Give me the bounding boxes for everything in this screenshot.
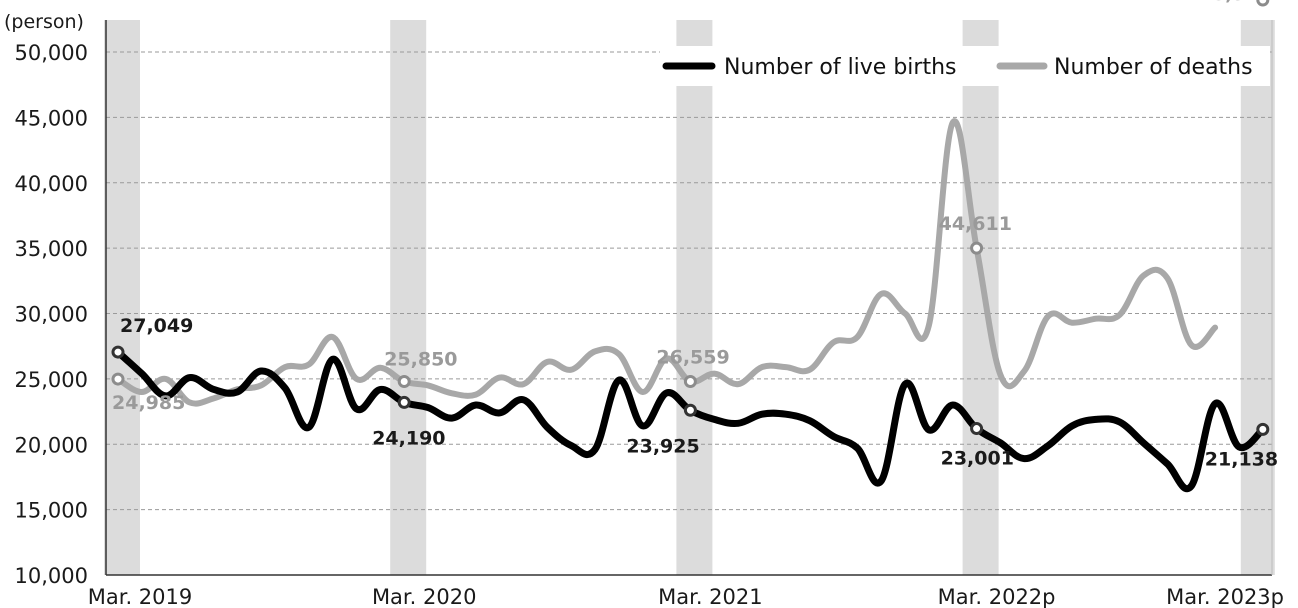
marker-deaths	[397, 374, 411, 388]
data-markers	[111, 0, 1270, 436]
legend-label-live-births: Number of live births	[724, 55, 957, 80]
y-tick-label: 35,000	[15, 237, 88, 261]
data-label-live-births: 24,190	[372, 427, 445, 449]
data-label-deaths: 25,850	[384, 348, 457, 370]
data-label-live-births: 23,001	[941, 448, 1014, 470]
marker-live-births	[1256, 422, 1270, 436]
x-tick-label: Mar. 2019	[88, 585, 193, 608]
y-tick-label: 20,000	[15, 433, 88, 457]
marker-deaths	[970, 241, 984, 255]
y-tick-label: 10,000	[15, 564, 88, 588]
x-tick-labels: Mar. 2019 Mar. 2020 Mar. 2021 Mar. 2022p Mar…	[88, 585, 1284, 608]
y-tick-label: 15,000	[15, 499, 88, 523]
data-label-deaths: 26,559	[656, 346, 729, 368]
marker-live-births	[970, 422, 984, 436]
data-label-deaths: 28,922	[1199, 0, 1272, 5]
x-tick-label: Mar. 2021	[658, 585, 763, 608]
y-tick-label: 45,000	[15, 106, 88, 130]
marker-live-births	[111, 345, 125, 359]
data-label-deaths: 24,985	[112, 392, 185, 414]
axes	[105, 20, 1273, 576]
marker-live-births	[683, 403, 697, 417]
legend-label-deaths: Number of deaths	[1054, 55, 1253, 80]
marker-deaths	[1256, 0, 1270, 7]
marker-deaths	[111, 372, 125, 386]
data-labels: 27,049 24,190 23,925 23,001 21,138 24,985 25,8…	[112, 0, 1278, 470]
y-tick-labels: 10,000 15,000 20,000 25,000 30,000 35,000 40,0…	[15, 41, 88, 588]
y-tick-label: 30,000	[15, 303, 88, 327]
y-tick-label: 25,000	[15, 368, 88, 392]
x-tick-label: Mar. 2020	[372, 585, 477, 608]
marker-live-births	[397, 395, 411, 409]
highlight-band	[104, 20, 140, 575]
data-label-live-births: 21,138	[1205, 448, 1278, 470]
data-label-live-births: 23,925	[626, 435, 699, 457]
highlight-band	[962, 20, 999, 575]
marker-deaths	[683, 374, 697, 388]
highlight-band	[1240, 20, 1275, 575]
legend: Number of live births Number of deaths	[660, 46, 1270, 86]
x-tick-label: Mar. 2022p	[938, 585, 1056, 608]
y-axis-unit-label: (person)	[4, 11, 84, 33]
highlight-band	[676, 20, 713, 575]
y-tick-label: 40,000	[15, 172, 88, 196]
legend-background	[660, 46, 1270, 86]
data-label-live-births: 27,049	[120, 315, 193, 337]
y-tick-label: 50,000	[15, 41, 88, 65]
data-label-deaths: 44,611	[939, 213, 1012, 235]
highlight-band	[390, 20, 427, 575]
march-highlight-bands	[104, 20, 1275, 575]
x-tick-label: Mar. 2023p	[1166, 585, 1284, 608]
